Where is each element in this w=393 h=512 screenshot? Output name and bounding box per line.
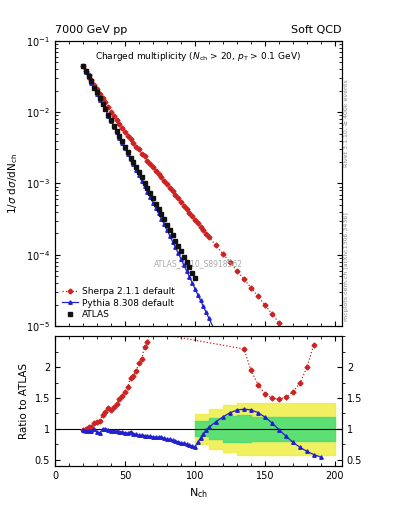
ATLAS bbox=[81, 62, 85, 69]
Sherpa 2.1.1 default bbox=[114, 117, 119, 123]
Text: Rivet 3.1.10, ≥ 400k events: Rivet 3.1.10, ≥ 400k events bbox=[344, 79, 349, 167]
Line: Pythia 8.308 default: Pythia 8.308 default bbox=[81, 65, 323, 512]
Sherpa 2.1.1 default bbox=[125, 133, 130, 139]
Text: 7000 GeV pp: 7000 GeV pp bbox=[55, 25, 127, 35]
Y-axis label: 1/$\sigma$ d$\sigma$/dN$_\mathregular{ch}$: 1/$\sigma$ d$\sigma$/dN$_\mathregular{ch… bbox=[7, 153, 20, 214]
Pythia 8.308 default bbox=[114, 129, 119, 135]
Text: Soft QCD: Soft QCD bbox=[292, 25, 342, 35]
X-axis label: N$_\mathregular{ch}$: N$_\mathregular{ch}$ bbox=[189, 486, 208, 500]
ATLAS bbox=[182, 253, 186, 260]
Pythia 8.308 default bbox=[125, 151, 130, 157]
Line: Sherpa 2.1.1 default: Sherpa 2.1.1 default bbox=[81, 65, 323, 381]
Line: ATLAS: ATLAS bbox=[81, 63, 337, 512]
Y-axis label: Ratio to ATLAS: Ratio to ATLAS bbox=[19, 363, 29, 439]
Sherpa 2.1.1 default bbox=[81, 63, 85, 70]
Pythia 8.308 default bbox=[263, 436, 267, 442]
Text: Charged multiplicity ($N_\mathregular{ch}$ > 20, $p_\mathregular{T}$ > 0.1 GeV): Charged multiplicity ($N_\mathregular{ch… bbox=[95, 50, 301, 62]
Sherpa 2.1.1 default bbox=[95, 86, 99, 92]
Sherpa 2.1.1 default bbox=[184, 206, 189, 212]
ATLAS bbox=[112, 122, 116, 129]
Pythia 8.308 default bbox=[81, 63, 85, 70]
ATLAS bbox=[123, 143, 127, 150]
ATLAS bbox=[173, 238, 178, 244]
Text: ATLAS_2010_S8918562: ATLAS_2010_S8918562 bbox=[154, 259, 243, 268]
Sherpa 2.1.1 default bbox=[312, 366, 316, 372]
Sherpa 2.1.1 default bbox=[319, 376, 323, 382]
Sherpa 2.1.1 default bbox=[263, 302, 267, 308]
Legend: Sherpa 2.1.1 default, Pythia 8.308 default, ATLAS: Sherpa 2.1.1 default, Pythia 8.308 defau… bbox=[59, 285, 178, 322]
Text: mcplots.cern.ch [arXiv:1306.3436]: mcplots.cern.ch [arXiv:1306.3436] bbox=[344, 212, 349, 321]
Pythia 8.308 default bbox=[95, 91, 99, 97]
ATLAS bbox=[125, 148, 130, 155]
Pythia 8.308 default bbox=[184, 268, 189, 274]
